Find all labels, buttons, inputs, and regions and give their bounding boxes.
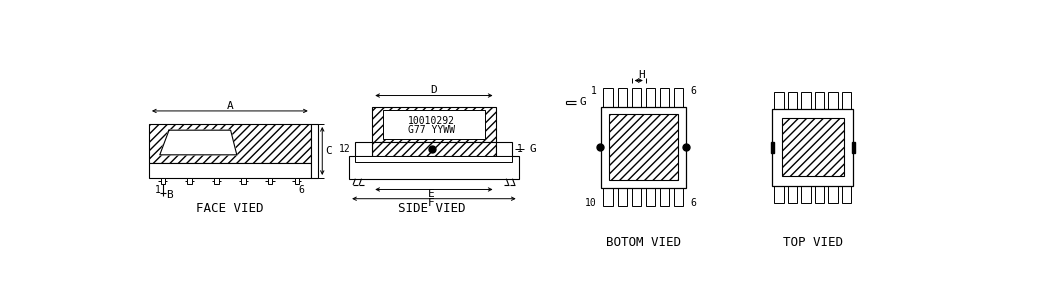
Bar — [660, 88, 669, 107]
Bar — [149, 162, 311, 178]
Polygon shape — [771, 142, 774, 153]
Text: 12: 12 — [339, 144, 351, 154]
Bar — [632, 188, 641, 206]
Text: G77 YYWW: G77 YYWW — [408, 125, 455, 135]
Text: H: H — [638, 70, 646, 80]
Bar — [601, 107, 686, 188]
Bar — [660, 188, 669, 206]
Bar — [801, 186, 811, 203]
Bar — [646, 88, 655, 107]
Text: F: F — [428, 198, 435, 208]
Bar — [674, 88, 684, 107]
Bar — [149, 124, 311, 162]
Bar — [828, 186, 837, 203]
Text: E: E — [428, 189, 435, 199]
Text: 1: 1 — [590, 86, 597, 96]
Text: B: B — [166, 190, 173, 200]
Bar — [188, 178, 192, 184]
Bar — [372, 107, 495, 142]
Bar — [355, 156, 512, 162]
Text: SIDE VIED: SIDE VIED — [398, 202, 465, 215]
Bar — [603, 188, 613, 206]
Bar — [372, 142, 495, 156]
Bar — [160, 178, 165, 184]
Bar — [828, 92, 837, 109]
Bar — [801, 92, 811, 109]
Bar — [349, 156, 518, 179]
Bar — [295, 178, 299, 184]
Text: 6: 6 — [690, 86, 696, 96]
Bar — [632, 88, 641, 107]
Text: FACE VIED: FACE VIED — [196, 202, 264, 215]
Bar — [618, 88, 626, 107]
Text: G: G — [580, 97, 586, 107]
Bar — [815, 92, 824, 109]
Bar — [355, 142, 372, 156]
Bar — [788, 186, 797, 203]
Bar — [311, 124, 318, 178]
Bar — [788, 92, 797, 109]
Bar — [495, 142, 512, 156]
Text: G: G — [529, 144, 536, 154]
Text: BOTOM VIED: BOTOM VIED — [606, 236, 681, 249]
Bar — [383, 110, 484, 139]
Bar — [268, 178, 272, 184]
Text: D: D — [430, 85, 438, 95]
Bar — [241, 178, 246, 184]
Text: 10: 10 — [585, 198, 597, 208]
Bar — [781, 118, 844, 176]
Bar — [214, 178, 218, 184]
Bar — [674, 188, 684, 206]
Bar — [603, 88, 613, 107]
Bar — [842, 186, 851, 203]
Bar — [775, 186, 783, 203]
Polygon shape — [851, 142, 854, 153]
Text: 6: 6 — [690, 198, 696, 208]
Text: A: A — [227, 101, 233, 111]
Bar — [773, 109, 853, 186]
Text: TOP VIED: TOP VIED — [782, 236, 843, 249]
Polygon shape — [160, 130, 236, 155]
Bar — [775, 92, 783, 109]
Text: 1: 1 — [517, 144, 523, 154]
Bar — [646, 188, 655, 206]
Text: C: C — [325, 146, 332, 156]
Bar — [618, 188, 626, 206]
Text: 10010292: 10010292 — [408, 116, 455, 126]
Bar — [842, 92, 851, 109]
Text: 6: 6 — [299, 185, 304, 195]
Bar — [815, 186, 824, 203]
Text: 1: 1 — [156, 185, 161, 195]
Bar — [608, 114, 678, 180]
